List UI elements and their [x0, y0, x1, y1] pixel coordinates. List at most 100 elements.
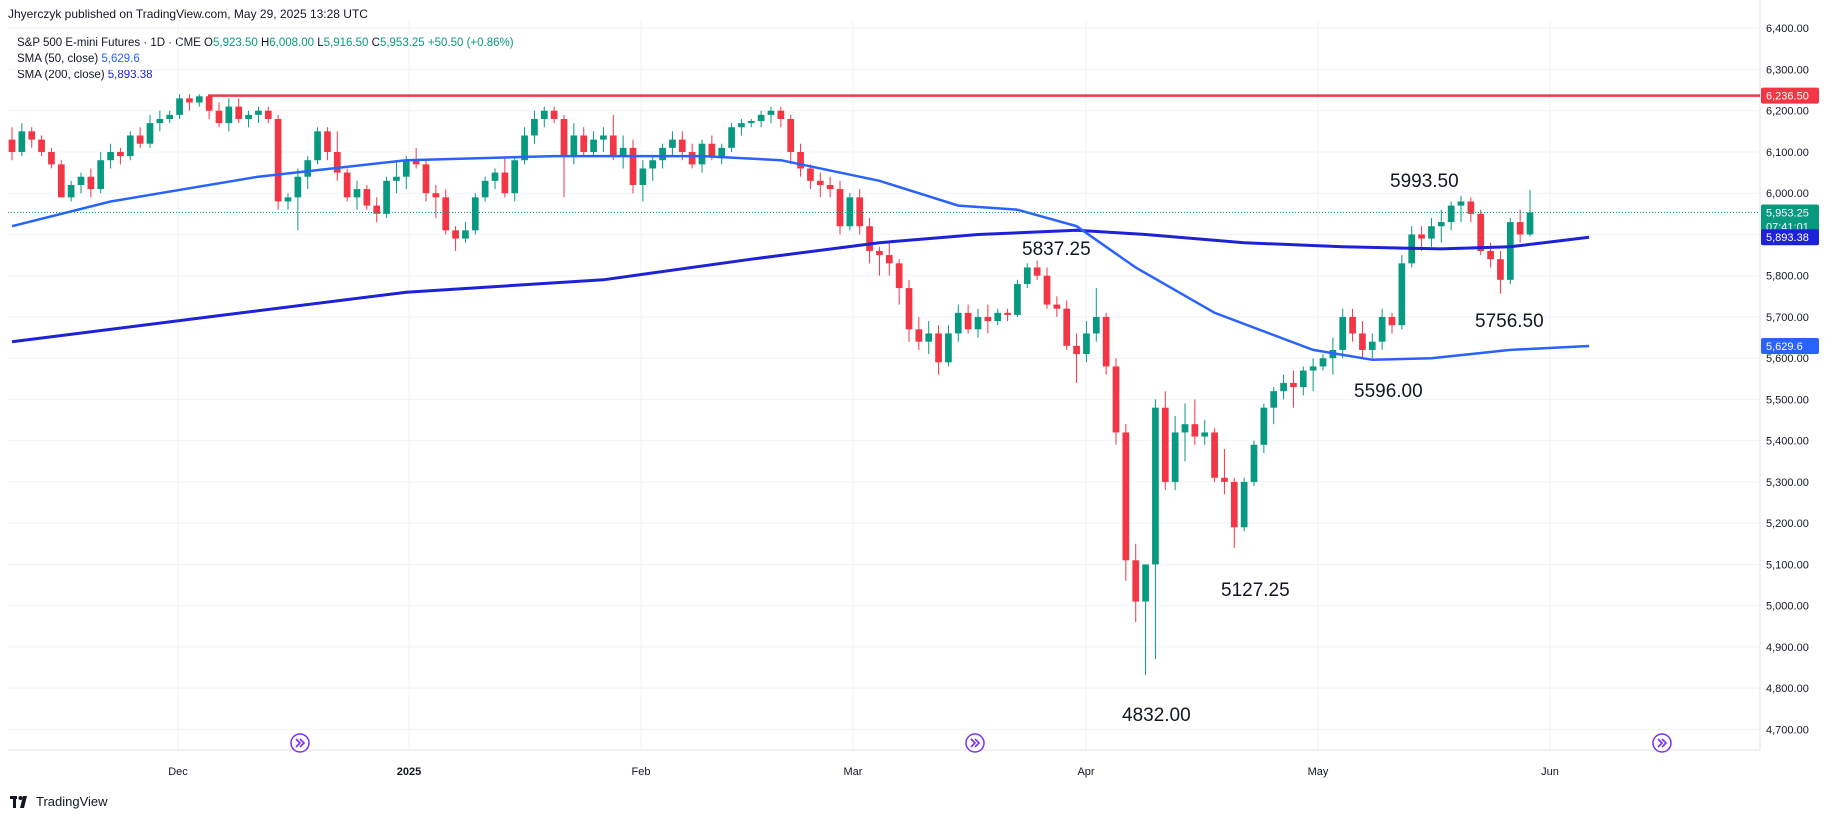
candle-body: [462, 230, 469, 239]
open-value: 5,923.50: [213, 37, 258, 49]
time-tick-label: May: [1308, 766, 1329, 778]
candle-body: [1004, 312, 1011, 315]
candle-body: [915, 329, 923, 342]
price-tick-label: 6,100.00: [1766, 147, 1809, 159]
sma200-row[interactable]: SMA (200, close) 5,893.38: [17, 67, 514, 83]
candle-body: [1191, 424, 1199, 437]
event-marker-icon[interactable]: [1652, 733, 1672, 753]
price-tick-label: 4,800.00: [1766, 683, 1809, 695]
candle-body: [1270, 391, 1278, 408]
price-annotation: 4832.00: [1122, 705, 1191, 726]
candle-body: [491, 172, 499, 181]
candle-body: [866, 226, 873, 251]
candle-body: [294, 176, 302, 198]
time-tick-label: Dec: [168, 766, 188, 778]
candle-body: [698, 143, 706, 165]
candle-body: [1201, 432, 1209, 437]
sma50-line: [11, 154, 1590, 362]
candle-body: [1092, 316, 1100, 334]
candle-body: [324, 131, 331, 152]
candle-body: [797, 151, 804, 169]
price-annotation: 5756.50: [1475, 311, 1544, 332]
candle-body: [1083, 333, 1090, 355]
close-value: 5,953.25: [379, 37, 425, 49]
ohlc-row: S&P 500 E-mini Futures · 1D · CME O5,923…: [17, 35, 514, 51]
resistance-badge-text: 6,236.50: [1766, 91, 1809, 103]
candle-body: [1230, 481, 1238, 528]
time-axis[interactable]: Dec 2025 Feb Mar Apr May Jun: [168, 766, 1559, 778]
candle-body: [1487, 250, 1494, 260]
candle-body: [836, 189, 844, 227]
candle-body: [560, 118, 568, 157]
candle-body: [1043, 275, 1051, 305]
candle-body: [807, 168, 814, 181]
candle-body: [67, 184, 75, 198]
candle-body: [629, 147, 637, 185]
candle-body: [550, 110, 558, 119]
candle-body: [540, 110, 548, 119]
candle-body: [1349, 316, 1356, 334]
price-tick-label: 5,000.00: [1766, 601, 1809, 613]
event-marker-icon[interactable]: [965, 733, 985, 753]
candle-body: [846, 197, 854, 227]
candle-body: [925, 333, 933, 342]
candle-body: [1211, 432, 1218, 478]
price-axis[interactable]: 4,700.00 4,800.00 4,900.00 5,000.00 5,100.00…: [1766, 23, 1809, 736]
candle-body: [333, 151, 341, 173]
candle-body: [856, 197, 864, 227]
candle-body: [314, 131, 321, 161]
candle-body: [166, 114, 174, 119]
candle-body: [1290, 382, 1297, 388]
candle-body: [600, 135, 607, 140]
candle-body: [235, 106, 243, 119]
price-tick-label: 5,600.00: [1766, 353, 1809, 365]
candle-body: [678, 139, 686, 152]
time-tick-label: Jun: [1541, 766, 1559, 778]
candle-body: [895, 263, 903, 289]
candle-body: [1497, 259, 1504, 280]
last-price-badge-text: 5,953.25: [1766, 208, 1809, 220]
candle-body: [945, 333, 952, 363]
candle-body: [255, 110, 262, 115]
high-value: 6,008.00: [269, 37, 315, 49]
candle-body: [688, 151, 696, 165]
candle-body: [1250, 444, 1258, 482]
candle-body: [156, 118, 164, 124]
candle-body: [146, 123, 154, 144]
grid: [8, 0, 1761, 751]
sma200-badge-text: 5,893.38: [1766, 232, 1809, 244]
candle-body: [521, 135, 528, 161]
candle-body: [1053, 304, 1061, 309]
sma50-row[interactable]: SMA (50, close) 5,629.6: [17, 51, 514, 67]
candle-body: [18, 131, 26, 152]
candle-body: [353, 189, 361, 198]
candle-body: [905, 288, 913, 330]
low-label: L: [317, 37, 324, 49]
price-tick-label: 5,100.00: [1766, 559, 1809, 571]
candle-body: [1221, 477, 1228, 482]
candle-body: [649, 160, 657, 169]
price-tick-label: 5,800.00: [1766, 271, 1809, 283]
candle-body: [1142, 564, 1149, 602]
candle-body: [1073, 345, 1080, 355]
candle-body: [383, 180, 390, 214]
candle-body: [1260, 407, 1268, 445]
price-tick-label: 4,700.00: [1766, 724, 1809, 736]
candle-body: [363, 189, 371, 206]
candle-body: [1477, 213, 1485, 251]
event-marker-icon[interactable]: [290, 733, 310, 753]
sma50-badge-bg: [1761, 337, 1819, 354]
candle-body: [343, 172, 351, 198]
candle-body: [452, 230, 459, 239]
candle-body: [994, 312, 1002, 322]
price-tick-label: 5,400.00: [1766, 436, 1809, 448]
legend: S&P 500 E-mini Futures · 1D · CME O5,923…: [17, 35, 514, 83]
symbol-title[interactable]: S&P 500 E-mini Futures · 1D · CME: [17, 37, 201, 49]
candle-body: [787, 118, 795, 152]
price-tick-label: 5,200.00: [1766, 518, 1809, 530]
footer-logo[interactable]: TradingView: [10, 794, 108, 809]
candle-body: [1319, 358, 1327, 367]
sma200-badge-bg: [1761, 229, 1819, 246]
candle-body: [412, 160, 420, 165]
